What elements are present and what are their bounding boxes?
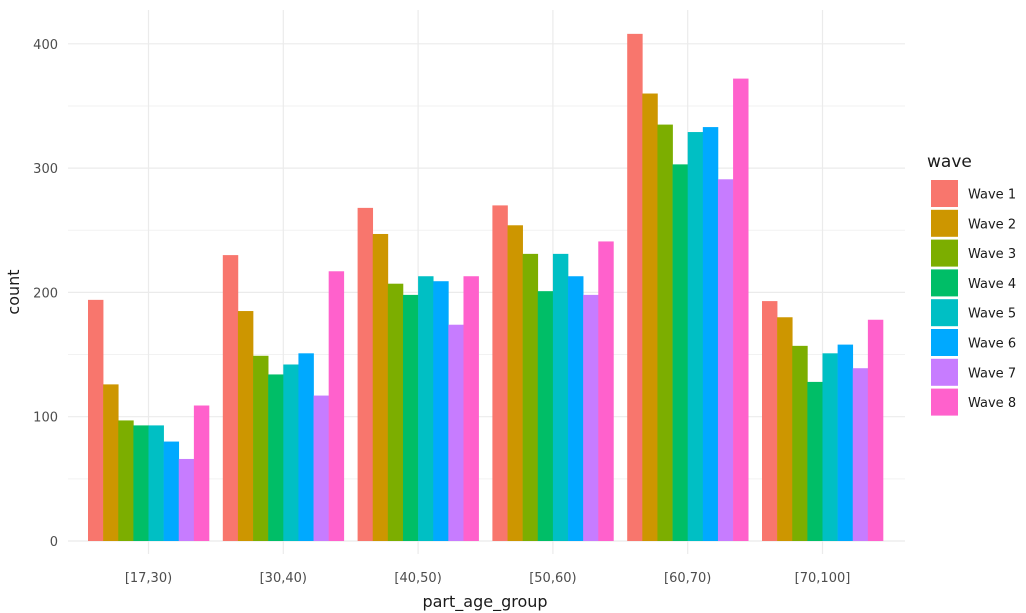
bar-wave-8-5 <box>867 319 884 541</box>
legend-swatch <box>931 358 958 386</box>
legend-swatch <box>931 329 958 356</box>
bar-wave-7-2 <box>448 324 464 541</box>
x-tick-label: [70,100] <box>795 571 851 586</box>
bar-wave-1-3 <box>492 205 508 541</box>
x-axis-title: part_age_group <box>422 592 547 612</box>
bar-wave-8-0 <box>193 405 210 541</box>
bar-wave-4-0 <box>133 425 149 541</box>
bar-wave-5-3 <box>552 253 569 541</box>
bar-wave-2-2 <box>372 233 389 542</box>
bar-wave-6-5 <box>837 344 854 541</box>
bar-wave-5-1 <box>283 364 299 541</box>
bar-wave-5-5 <box>822 353 838 541</box>
bar-wave-6-0 <box>163 441 180 541</box>
bar-wave-1-4 <box>627 33 643 542</box>
y-tick-label: 300 <box>33 162 58 177</box>
bar-wave-3-4 <box>657 124 673 541</box>
bar-wave-3-3 <box>522 253 539 541</box>
legend-label: Wave 2 <box>968 217 1016 232</box>
bar-wave-4-3 <box>537 291 554 541</box>
bar-wave-3-1 <box>253 355 269 541</box>
legend-items: Wave 1 Wave 2 Wave 3 Wave 4 Wave 5 Wave 6 Wave… <box>931 180 1016 416</box>
y-axis-ticks: 0 100 200 300 400 <box>33 38 58 550</box>
bar-wave-3-0 <box>118 420 134 541</box>
legend-label: Wave 1 <box>968 188 1016 203</box>
bar-wave-7-0 <box>178 458 195 541</box>
bar-wave-1-1 <box>222 255 239 542</box>
legend-swatch <box>931 239 958 267</box>
bar-wave-6-4 <box>702 127 719 541</box>
legend-swatch <box>931 269 958 297</box>
legend-swatch <box>931 209 958 237</box>
bar-wave-7-3 <box>583 294 599 541</box>
bar-wave-4-5 <box>807 381 823 541</box>
legend-label: Wave 6 <box>968 337 1016 352</box>
bar-wave-1-5 <box>762 301 778 541</box>
bar-wave-1-0 <box>88 299 104 541</box>
legend-label: Wave 5 <box>968 307 1016 322</box>
legend-label: Wave 7 <box>968 366 1016 381</box>
bar-wave-3-5 <box>792 345 808 541</box>
bar-wave-7-1 <box>313 395 329 541</box>
legend-title: wave <box>927 152 972 172</box>
bar-wave-7-5 <box>852 368 869 541</box>
bar-wave-7-4 <box>717 179 734 542</box>
legend-swatch <box>931 180 958 207</box>
x-tick-label: [30,40) <box>260 571 307 586</box>
legend-label: Wave 8 <box>968 396 1016 411</box>
bars <box>88 33 884 542</box>
bar-wave-6-1 <box>298 353 314 541</box>
bar-wave-2-1 <box>237 311 254 541</box>
bar-wave-4-2 <box>402 294 419 541</box>
x-tick-label: [60,70) <box>664 571 711 586</box>
bar-wave-4-1 <box>268 374 284 541</box>
bar-wave-8-4 <box>733 78 749 541</box>
bar-wave-6-3 <box>568 276 584 541</box>
bar-wave-2-0 <box>103 384 119 541</box>
y-tick-label: 100 <box>33 411 58 426</box>
legend-swatch <box>931 299 958 327</box>
y-tick-label: 200 <box>33 286 58 301</box>
bar-wave-3-2 <box>387 283 404 541</box>
x-tick-label: [17,30) <box>125 571 172 586</box>
bar-wave-8-3 <box>598 241 614 541</box>
bar-wave-4-4 <box>672 164 689 541</box>
y-axis-title: count <box>4 269 23 314</box>
bar-wave-2-3 <box>507 225 523 541</box>
legend-label: Wave 4 <box>968 277 1016 292</box>
bar-wave-5-2 <box>418 276 434 541</box>
x-tick-label: [40,50) <box>394 571 441 586</box>
bar-wave-8-2 <box>463 276 479 541</box>
x-tick-label: [50,60) <box>529 571 576 586</box>
bar-wave-5-0 <box>148 425 164 541</box>
bar-wave-1-2 <box>357 207 374 541</box>
bar-wave-6-2 <box>433 281 449 541</box>
bar-wave-2-5 <box>777 317 793 541</box>
bar-wave-8-1 <box>328 271 345 541</box>
bar-wave-2-4 <box>642 93 658 542</box>
y-tick-label: 0 <box>50 535 58 550</box>
legend-swatch <box>931 388 958 416</box>
y-tick-label: 400 <box>33 38 58 53</box>
x-axis-ticks: [17,30) [30,40) [40,50) [50,60) [60,70) [70,1… <box>125 571 851 586</box>
bar-wave-5-4 <box>687 132 704 542</box>
legend-label: Wave 3 <box>968 247 1016 262</box>
